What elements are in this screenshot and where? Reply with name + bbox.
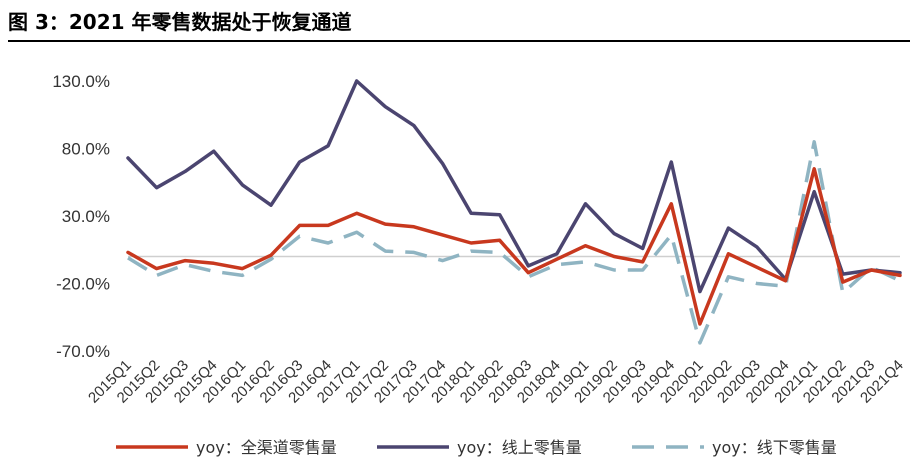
- y-tick-label: 30.0%: [62, 207, 110, 226]
- figure-title: 图 3：2021 年零售数据处于恢复通道: [8, 10, 352, 34]
- y-axis: 130.0% 80.0% 30.0% -20.0% -70.0%: [52, 72, 110, 361]
- series-lines: [126, 79, 902, 345]
- legend: yoy：全渠道零售量 yoy：线上零售量 yoy：线下零售量: [116, 438, 837, 457]
- legend-label-0: yoy：全渠道零售量: [196, 438, 337, 457]
- y-tick-label: -70.0%: [56, 342, 110, 361]
- y-tick-label: 80.0%: [62, 140, 110, 159]
- title-rule: [8, 40, 910, 42]
- legend-label-1: yoy：线上零售量: [457, 438, 582, 457]
- legend-label-2: yoy：线下零售量: [712, 438, 837, 457]
- x-axis: 2015Q12015Q22015Q32015Q42016Q12016Q22016…: [85, 357, 907, 407]
- y-tick-label: 130.0%: [52, 72, 110, 91]
- y-tick-label: -20.0%: [56, 275, 110, 294]
- series-line-0: [126, 167, 902, 326]
- series-line-2: [127, 140, 901, 345]
- series-line-1: [126, 79, 902, 294]
